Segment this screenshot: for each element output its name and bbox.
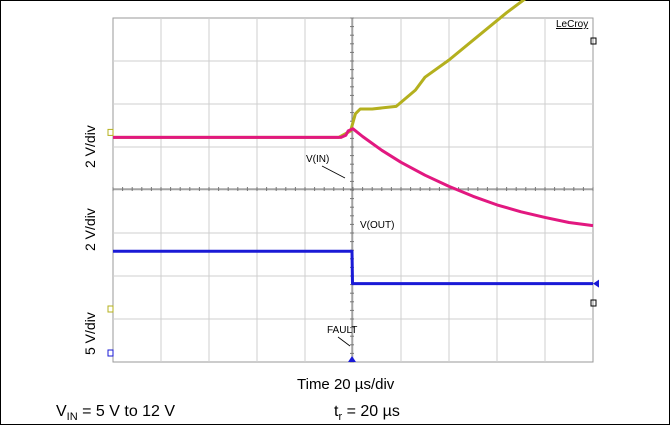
channel-marker (107, 305, 114, 313)
trace-labels: V(IN) V(OUT) FAULT (306, 154, 394, 347)
trace-v-in (113, 0, 527, 139)
channel-marker (590, 37, 597, 45)
channel-marker (107, 128, 114, 136)
trace-v-out (113, 127, 594, 228)
traces (113, 0, 594, 286)
channel-marker (590, 299, 597, 307)
trigger-level-marker (593, 279, 599, 288)
trace-label-fault: FAULT (327, 325, 357, 336)
x-axis-label: Time 20 µs/div (297, 376, 395, 393)
y-scale-label-vout: 2 V/div (82, 208, 98, 251)
vin-range-note: VIN = 5 V to 12 V (56, 403, 176, 424)
trigger-position-marker (348, 356, 356, 362)
rise-time-note: tr = 20 µs (334, 403, 400, 424)
trace-label-v-in: V(IN) (306, 154, 329, 165)
leader-line (321, 165, 346, 179)
trace-label-v-out: V(OUT) (360, 220, 394, 231)
channel-marker (107, 349, 114, 357)
y-scale-label-vin: 2 V/div (82, 125, 98, 168)
scope-brand-label: LeCroy (556, 19, 588, 30)
y-scale-label-fault: 5 V/div (82, 312, 98, 355)
trace-fault (113, 249, 593, 286)
channel-markers (107, 37, 599, 362)
leader-line (337, 336, 351, 347)
grid (112, 17, 594, 363)
